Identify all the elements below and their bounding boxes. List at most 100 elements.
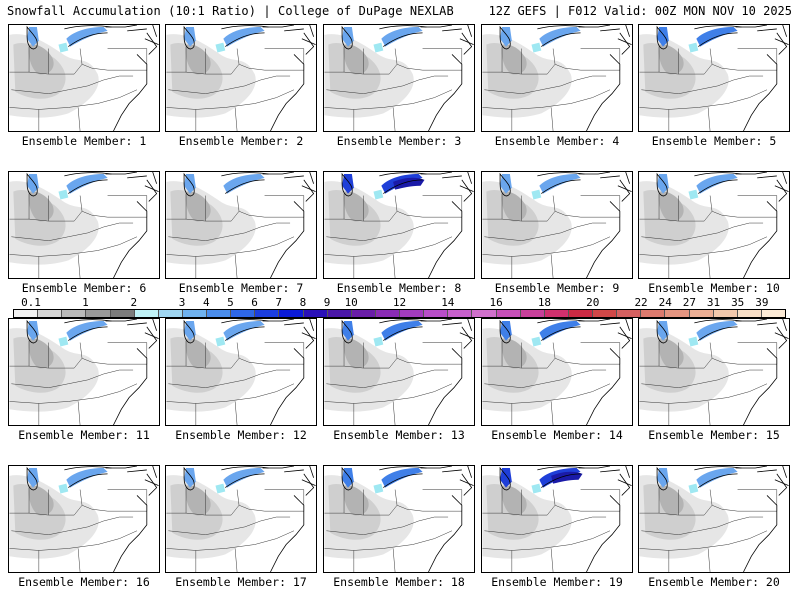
snow-band-west	[27, 26, 39, 47]
light-snow-band	[531, 483, 542, 494]
colorbar-swatch	[544, 310, 569, 317]
ensemble-member-map	[323, 24, 475, 132]
colorbar-tick-label: 3	[178, 296, 186, 309]
colorbar-swatch	[110, 310, 135, 317]
colorbar-tick-label: 0.1	[21, 296, 41, 309]
light-snow-band	[688, 483, 699, 494]
ensemble-member-label: Ensemble Member: 13	[333, 428, 465, 442]
snow-band-west	[657, 320, 669, 341]
ensemble-member-map	[165, 171, 317, 279]
moderate-snow-area	[343, 338, 369, 369]
moderate-snow-area	[658, 44, 684, 75]
colorbar-swatch	[520, 310, 545, 317]
ensemble-member-map	[165, 318, 317, 426]
snow-band-west	[27, 467, 39, 488]
colorbar-tick-label: 10	[344, 296, 358, 309]
ensemble-member-label: Ensemble Member: 19	[491, 575, 623, 589]
colorbar-tick-label: 1	[82, 296, 89, 309]
light-snow-band	[215, 336, 226, 347]
ensemble-member-label: Ensemble Member: 5	[651, 134, 777, 148]
snow-band-west	[184, 173, 196, 194]
moderate-snow-area	[501, 191, 527, 222]
moderate-snow-area	[185, 338, 211, 369]
colorbar-swatch	[62, 310, 87, 317]
ensemble-member-map	[165, 24, 317, 132]
colorbar-swatch	[351, 310, 376, 317]
light-snow-band	[688, 336, 699, 347]
ensemble-member-map	[8, 24, 160, 132]
ensemble-member-map	[638, 171, 790, 279]
ensemble-member-map	[8, 318, 160, 426]
snow-band-west	[342, 467, 354, 488]
moderate-snow-area	[343, 44, 369, 75]
colorbar-tick-label: 9	[323, 296, 331, 309]
colorbar-tick-label: 27	[682, 296, 696, 309]
snow-band-west	[342, 26, 354, 47]
ensemble-member-label: Ensemble Member: 8	[336, 281, 462, 295]
colorbar-swatch	[134, 310, 159, 317]
light-snow-band	[373, 336, 384, 347]
colorbar-swatch	[496, 310, 521, 317]
ensemble-member-label: Ensemble Member: 12	[175, 428, 307, 442]
light-snow-band	[215, 483, 226, 494]
colorbar-swatch	[617, 310, 642, 317]
light-snow-band	[58, 189, 69, 200]
colorbar-swatch	[255, 310, 280, 317]
ensemble-member-map	[638, 465, 790, 573]
colorbar-tick-label: 35	[731, 296, 745, 309]
colorbar-swatch	[761, 310, 785, 317]
moderate-snow-area	[658, 191, 684, 222]
snow-band-west	[184, 26, 196, 47]
ensemble-member-label: Ensemble Member: 7	[178, 281, 304, 295]
ensemble-member-map	[481, 465, 633, 573]
snow-band-west	[342, 320, 354, 341]
colorbar-swatch	[279, 310, 304, 317]
ensemble-member-label: Ensemble Member: 4	[494, 134, 620, 148]
ensemble-member-map	[481, 24, 633, 132]
ensemble-member-label: Ensemble Member: 17	[175, 575, 307, 589]
chart-title: Snowfall Accumulation (10:1 Ratio) | Col…	[7, 4, 454, 18]
ensemble-member-label: Ensemble Member: 1	[21, 134, 147, 148]
ensemble-member-label: Ensemble Member: 9	[494, 281, 620, 295]
ensemble-member-map	[8, 465, 160, 573]
colorbar-swatch	[86, 310, 111, 317]
light-snow-band	[531, 42, 542, 53]
moderate-snow-area	[185, 191, 211, 222]
colorbar-swatch	[689, 310, 714, 317]
ensemble-member-label: Ensemble Member: 15	[648, 428, 780, 442]
colorbar-tick-label: 6	[251, 296, 258, 309]
ensemble-member-label: Ensemble Member: 3	[336, 134, 462, 148]
light-snow-band	[58, 483, 69, 494]
colorbar-swatch	[568, 310, 593, 317]
colorbar-swatch	[713, 310, 738, 317]
moderate-snow-area	[28, 338, 54, 369]
snow-band-west	[657, 467, 669, 488]
ensemble-member-map	[638, 24, 790, 132]
snow-band-west	[342, 173, 354, 194]
ensemble-member-map	[323, 318, 475, 426]
colorbar-swatch	[207, 310, 232, 317]
colorbar-swatch	[231, 310, 256, 317]
ensemble-member-map	[638, 318, 790, 426]
colorbar-swatch	[593, 310, 618, 317]
ensemble-member-map	[323, 465, 475, 573]
heavy-snow-band	[393, 177, 425, 190]
colorbar-tick-label: 4	[202, 296, 210, 309]
colorbar-swatch	[448, 310, 473, 317]
light-snow-band	[688, 189, 699, 200]
snow-band-west	[500, 173, 512, 194]
colorbar-tick-label: 24	[658, 296, 672, 309]
ensemble-member-map	[323, 171, 475, 279]
colorbar-swatch	[472, 310, 497, 317]
colorbar-swatch	[38, 310, 63, 317]
moderate-snow-area	[185, 485, 211, 516]
colorbar-swatch	[375, 310, 400, 317]
snow-band-west	[500, 320, 512, 341]
heavy-snow-band	[551, 471, 583, 484]
snow-band-west	[657, 26, 669, 47]
ensemble-member-label: Ensemble Member: 20	[648, 575, 780, 589]
colorbar-tick-label: 2	[130, 296, 138, 309]
moderate-snow-area	[28, 44, 54, 75]
snow-band-west	[500, 467, 512, 488]
light-snow-band	[373, 483, 384, 494]
